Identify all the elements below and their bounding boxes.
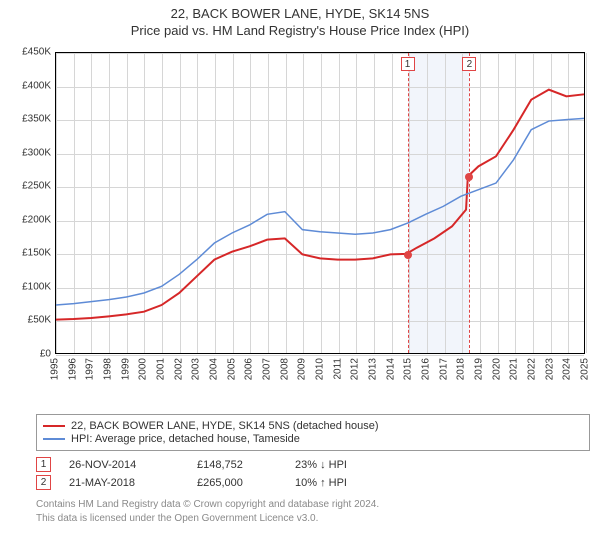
line-series xyxy=(56,53,584,353)
event-row: 2 21-MAY-2018 £265,000 10% ↑ HPI xyxy=(36,475,600,490)
x-tick-label: 1997 xyxy=(85,358,96,380)
footer: Contains HM Land Registry data © Crown c… xyxy=(36,498,590,525)
y-tick-label: £350K xyxy=(22,114,51,125)
x-tick-label: 2017 xyxy=(438,358,449,380)
chart-subtitle: Price paid vs. HM Land Registry's House … xyxy=(0,23,600,38)
x-tick-label: 2008 xyxy=(279,358,290,380)
x-tick-label: 2003 xyxy=(191,358,202,380)
x-tick-label: 2021 xyxy=(509,358,520,380)
x-tick-label: 2016 xyxy=(421,358,432,380)
data-point-1 xyxy=(404,251,412,259)
event-table: 1 26-NOV-2014 £148,752 23% ↓ HPI 2 21-MAY-201… xyxy=(36,457,600,490)
legend-label: HPI: Average price, detached house, Tame… xyxy=(71,433,300,445)
x-tick-label: 2011 xyxy=(332,358,343,380)
x-tick-label: 1999 xyxy=(120,358,131,380)
event-delta: 23% ↓ HPI xyxy=(295,459,375,471)
series-hpi xyxy=(56,118,584,305)
x-tick-label: 2012 xyxy=(350,358,361,380)
x-tick-label: 2002 xyxy=(173,358,184,380)
series-price_paid xyxy=(56,90,584,320)
plot-area: 12 xyxy=(55,52,585,354)
x-tick-label: 2020 xyxy=(491,358,502,380)
y-tick-label: £200K xyxy=(22,214,51,225)
x-tick-label: 2007 xyxy=(262,358,273,380)
x-tick-label: 2010 xyxy=(315,358,326,380)
event-marker: 2 xyxy=(36,475,51,490)
y-tick-label: £50K xyxy=(28,315,51,326)
x-tick-label: 2009 xyxy=(297,358,308,380)
x-tick-label: 2001 xyxy=(156,358,167,380)
x-tick-label: 1996 xyxy=(67,358,78,380)
x-axis: 1995199619971998199920002001200220032004… xyxy=(55,356,585,411)
y-tick-label: £400K xyxy=(22,80,51,91)
x-tick-label: 2022 xyxy=(527,358,538,380)
event-price: £148,752 xyxy=(197,459,277,471)
y-tick-label: £150K xyxy=(22,248,51,259)
x-tick-label: 2018 xyxy=(456,358,467,380)
event-price: £265,000 xyxy=(197,477,277,489)
y-tick-label: £250K xyxy=(22,181,51,192)
chart-marker-2: 2 xyxy=(462,57,476,71)
y-tick-label: £450K xyxy=(22,47,51,58)
legend-swatch xyxy=(43,438,65,440)
chart-marker-1: 1 xyxy=(401,57,415,71)
x-tick-label: 1998 xyxy=(103,358,114,380)
y-axis: £0£50K£100K£150K£200K£250K£300K£350K£400… xyxy=(5,52,53,354)
event-date: 26-NOV-2014 xyxy=(69,459,179,471)
x-tick-label: 2004 xyxy=(209,358,220,380)
x-tick-label: 2013 xyxy=(368,358,379,380)
chart-title: 22, BACK BOWER LANE, HYDE, SK14 5NS xyxy=(0,6,600,21)
event-row: 1 26-NOV-2014 £148,752 23% ↓ HPI xyxy=(36,457,600,472)
x-tick-label: 2000 xyxy=(138,358,149,380)
event-delta: 10% ↑ HPI xyxy=(295,477,375,489)
legend-item: HPI: Average price, detached house, Tame… xyxy=(43,433,583,445)
y-tick-label: £100K xyxy=(22,281,51,292)
data-point-2 xyxy=(465,173,473,181)
footer-line2: This data is licensed under the Open Gov… xyxy=(36,512,590,526)
x-tick-label: 2025 xyxy=(580,358,591,380)
footer-line1: Contains HM Land Registry data © Crown c… xyxy=(36,498,590,512)
legend-item: 22, BACK BOWER LANE, HYDE, SK14 5NS (det… xyxy=(43,420,583,432)
x-tick-label: 2006 xyxy=(244,358,255,380)
legend-swatch xyxy=(43,425,65,427)
event-marker: 1 xyxy=(36,457,51,472)
legend-label: 22, BACK BOWER LANE, HYDE, SK14 5NS (det… xyxy=(71,420,379,432)
y-tick-label: £300K xyxy=(22,147,51,158)
x-tick-label: 2023 xyxy=(544,358,555,380)
x-tick-label: 1995 xyxy=(50,358,61,380)
x-tick-label: 2024 xyxy=(562,358,573,380)
event-date: 21-MAY-2018 xyxy=(69,477,179,489)
chart: £0£50K£100K£150K£200K£250K£300K£350K£400… xyxy=(5,44,595,414)
x-tick-label: 2014 xyxy=(385,358,396,380)
x-tick-label: 2015 xyxy=(403,358,414,380)
x-tick-label: 2005 xyxy=(226,358,237,380)
x-tick-label: 2019 xyxy=(474,358,485,380)
legend: 22, BACK BOWER LANE, HYDE, SK14 5NS (det… xyxy=(36,414,590,451)
